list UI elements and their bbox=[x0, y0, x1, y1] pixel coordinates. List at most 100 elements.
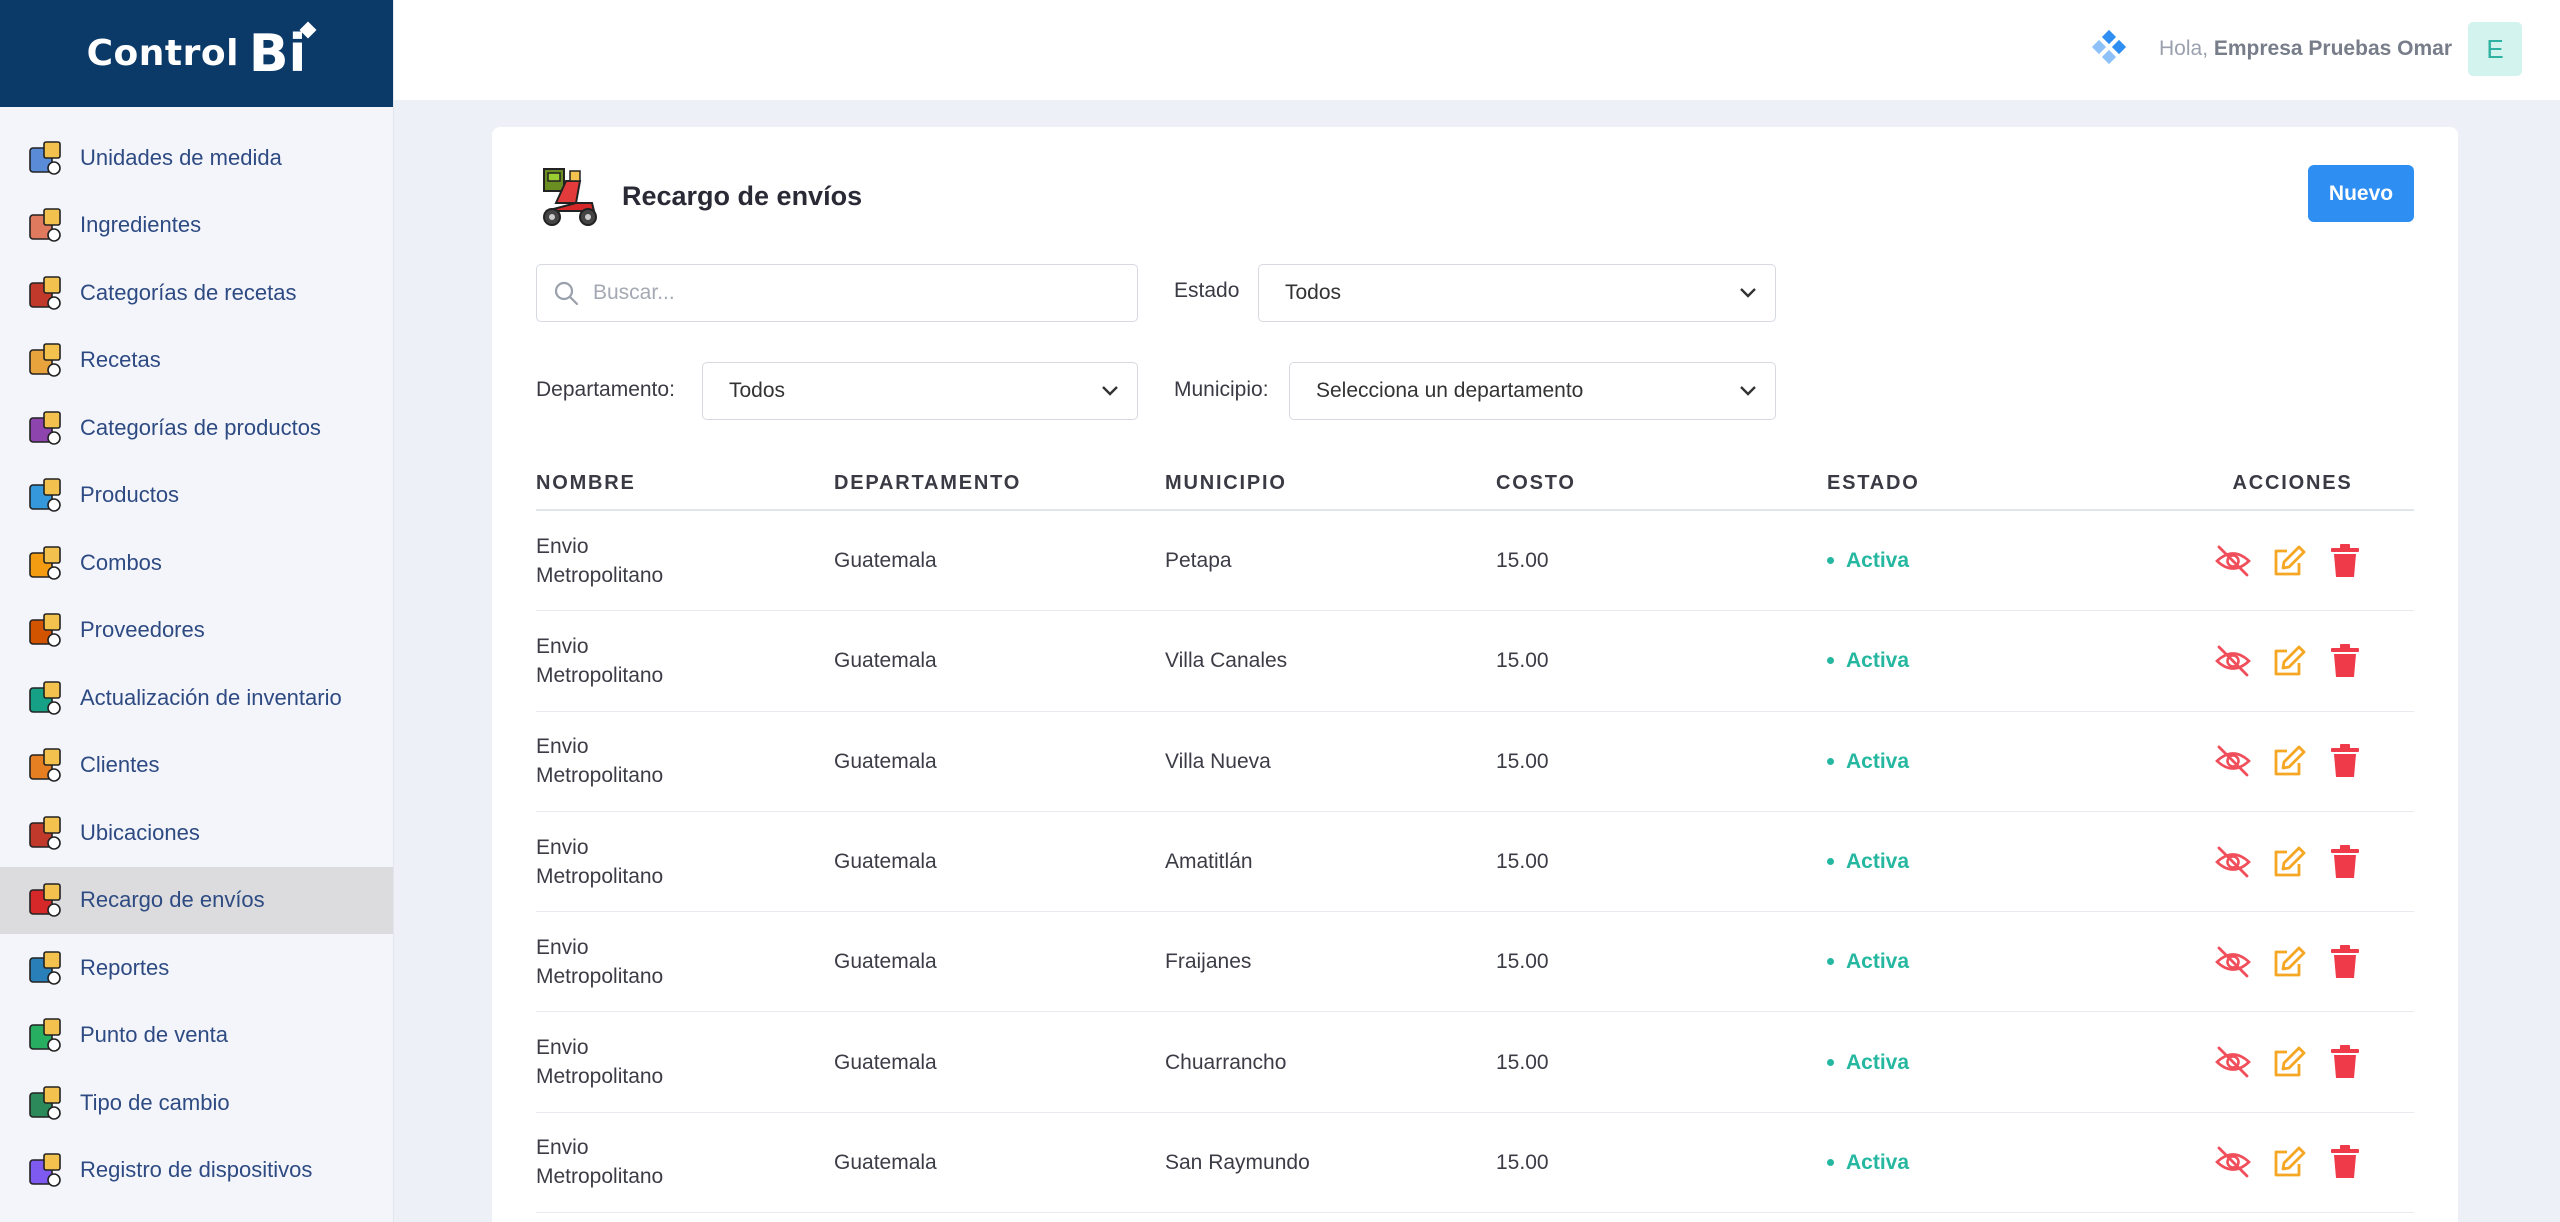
sidebar-item-11[interactable]: Ubicaciones bbox=[0, 799, 393, 867]
nombre-text: Envio Metropolitano bbox=[536, 735, 664, 788]
hide-button[interactable] bbox=[2214, 1143, 2252, 1181]
delete-button[interactable] bbox=[2326, 1143, 2364, 1181]
sidebar-item-2[interactable]: Ingredientes bbox=[0, 192, 393, 260]
sidebar-item-13[interactable]: Reportes bbox=[0, 934, 393, 1002]
delete-button[interactable] bbox=[2326, 1043, 2364, 1081]
sidebar-item-14[interactable]: Punto de venta bbox=[0, 1002, 393, 1070]
sidebar-item-label: Registro de dispositivos bbox=[80, 1157, 313, 1183]
sidebar-item-8[interactable]: Proveedores bbox=[0, 597, 393, 665]
sidebar-item-6[interactable]: Productos bbox=[0, 462, 393, 530]
sidebar-item-16[interactable]: Registro de dispositivos bbox=[0, 1137, 393, 1205]
sidebar-item-9[interactable]: Actualización de inventario bbox=[0, 664, 393, 732]
hide-eye-icon bbox=[2214, 645, 2251, 677]
col-estado[interactable]: ESTADO bbox=[1827, 471, 1920, 494]
status-text: Activa bbox=[1846, 850, 1910, 874]
estado-label: Estado bbox=[1174, 279, 1240, 302]
delete-button[interactable] bbox=[2326, 943, 2364, 981]
trash-icon bbox=[2330, 744, 2359, 778]
devices-icon bbox=[29, 1153, 61, 1188]
logo-bi: Bi bbox=[249, 21, 317, 80]
sidebar-item-12[interactable]: Recargo de envíos bbox=[0, 866, 393, 934]
cell-departamento: Guatemala bbox=[834, 1150, 937, 1174]
sidebar-item-label: Combos bbox=[80, 549, 162, 575]
hide-button[interactable] bbox=[2214, 943, 2252, 981]
avatar[interactable]: E bbox=[2468, 22, 2522, 76]
status-badge: Activa bbox=[1827, 947, 2171, 976]
delivery-scooter-icon bbox=[29, 883, 61, 918]
delete-button[interactable] bbox=[2326, 542, 2364, 580]
edit-button[interactable] bbox=[2270, 642, 2308, 680]
locations-icon bbox=[29, 815, 61, 850]
sidebar-item-10[interactable]: Clientes bbox=[0, 732, 393, 800]
cell-municipio: Fraijanes bbox=[1165, 950, 1252, 974]
sidebar-item-7[interactable]: Combos bbox=[0, 529, 393, 597]
edit-button[interactable] bbox=[2270, 742, 2308, 780]
sidebar-item-5[interactable]: Categorías de productos bbox=[0, 394, 393, 462]
delete-button[interactable] bbox=[2326, 843, 2364, 881]
edit-icon bbox=[2274, 1046, 2305, 1077]
sidebar-item-4[interactable]: Recetas bbox=[0, 327, 393, 395]
sidebar-item-1[interactable]: Unidades de medida bbox=[0, 124, 393, 192]
edit-icon bbox=[2274, 846, 2305, 876]
col-municipio[interactable]: MUNICIPIO bbox=[1165, 471, 1287, 494]
cell-costo: 15.00 bbox=[1496, 649, 1549, 673]
trash-icon bbox=[2330, 1145, 2359, 1179]
edit-button[interactable] bbox=[2270, 843, 2308, 881]
cell-acciones bbox=[2171, 943, 2414, 981]
measure-units-icon bbox=[29, 140, 61, 175]
hide-button[interactable] bbox=[2214, 1043, 2252, 1081]
col-costo[interactable]: COSTO bbox=[1496, 471, 1576, 494]
app-logo[interactable]: Control Bi bbox=[87, 21, 317, 80]
new-button[interactable]: Nuevo bbox=[2308, 165, 2414, 222]
sidebar-item-3[interactable]: Categorías de recetas bbox=[0, 259, 393, 327]
hide-button[interactable] bbox=[2214, 542, 2252, 580]
sidebar-item-label: Tipo de cambio bbox=[80, 1089, 230, 1115]
status-dot bbox=[1827, 657, 1834, 665]
recipe-categories-icon bbox=[29, 275, 61, 310]
cell-acciones bbox=[2171, 1043, 2414, 1081]
status-text: Activa bbox=[1846, 549, 1910, 573]
delete-button[interactable] bbox=[2326, 742, 2364, 780]
municipio-select[interactable]: Selecciona un departamento bbox=[1289, 362, 1776, 420]
cell-costo: 15.00 bbox=[1496, 850, 1549, 874]
hide-button[interactable] bbox=[2214, 742, 2252, 780]
cell-estado: Activa bbox=[1827, 847, 2171, 876]
sidebar-nav: Unidades de medida Ingredientes Categorías… bbox=[0, 107, 393, 1204]
edit-icon bbox=[2274, 946, 2305, 977]
hide-button[interactable] bbox=[2214, 642, 2252, 680]
estado-select[interactable]: Todos bbox=[1258, 264, 1776, 322]
sidebar-item-15[interactable]: Tipo de cambio bbox=[0, 1069, 393, 1137]
col-departamento[interactable]: DEPARTAMENTO bbox=[834, 471, 1022, 494]
nombre-text: Envio Metropolitano bbox=[536, 1136, 664, 1189]
cell-municipio: San Raymundo bbox=[1165, 1150, 1310, 1174]
page-header: Recargo de envíos bbox=[536, 163, 862, 229]
top-header: Hola, Empresa Pruebas Omar E bbox=[394, 0, 2560, 100]
edit-button[interactable] bbox=[2270, 1043, 2308, 1081]
cell-municipio: Amatitlán bbox=[1165, 850, 1253, 874]
cell-nombre: Envio Metropolitano bbox=[536, 1033, 834, 1091]
hide-eye-icon bbox=[2214, 946, 2251, 978]
status-text: Activa bbox=[1846, 1050, 1910, 1074]
status-badge: Activa bbox=[1827, 847, 2171, 876]
edit-button[interactable] bbox=[2270, 943, 2308, 981]
sidebar-item-label: Ingredientes bbox=[80, 212, 202, 238]
edit-button[interactable] bbox=[2270, 1143, 2308, 1181]
trash-icon bbox=[2330, 1045, 2359, 1079]
hide-button[interactable] bbox=[2214, 843, 2252, 881]
cell-departamento: Guatemala bbox=[834, 850, 937, 874]
sidebar: Control Bi Unidades de medida Ingrediente… bbox=[0, 0, 394, 1222]
delivery-scooter-icon bbox=[543, 168, 597, 226]
edit-button[interactable] bbox=[2270, 542, 2308, 580]
sidebar-item-label: Categorías de productos bbox=[80, 414, 321, 440]
search-input[interactable] bbox=[593, 281, 1113, 305]
col-nombre[interactable]: NOMBRE bbox=[536, 471, 636, 494]
cell-costo: 15.00 bbox=[1496, 749, 1549, 773]
table-row: Envio Metropolitano Guatemala Chuarrancho 1… bbox=[536, 1012, 2414, 1113]
departamento-select[interactable]: Todos bbox=[702, 362, 1138, 420]
trash-icon bbox=[2330, 844, 2359, 878]
apps-diamond-icon[interactable] bbox=[2089, 29, 2129, 69]
sidebar-item-label: Ubicaciones bbox=[80, 819, 200, 845]
cell-estado: Activa bbox=[1827, 1048, 2171, 1077]
page-title: Recargo de envíos bbox=[622, 180, 863, 211]
delete-button[interactable] bbox=[2326, 642, 2364, 680]
